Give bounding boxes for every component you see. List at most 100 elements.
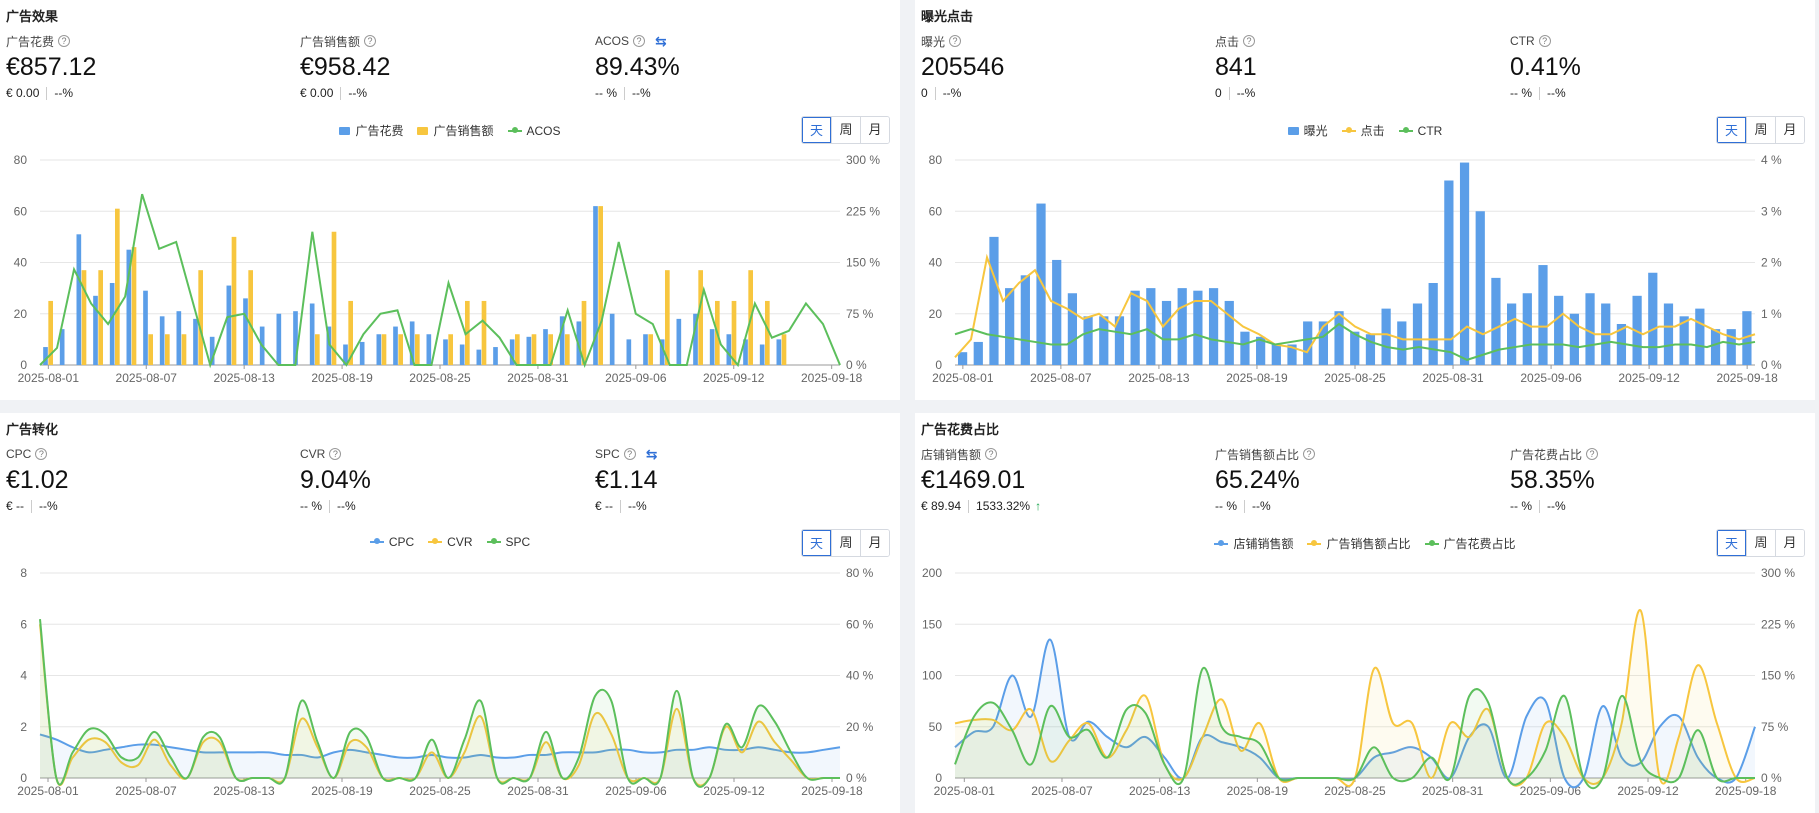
- help-icon[interactable]: ?: [949, 35, 962, 47]
- bar[interactable]: [1538, 265, 1548, 365]
- bar[interactable]: [626, 339, 632, 365]
- bar[interactable]: [1491, 277, 1501, 365]
- bar[interactable]: [393, 326, 398, 365]
- bar[interactable]: [1114, 316, 1125, 365]
- bar[interactable]: [1726, 329, 1736, 365]
- bar[interactable]: [231, 236, 237, 365]
- help-icon[interactable]: ?: [58, 35, 71, 47]
- bar[interactable]: [1428, 283, 1438, 365]
- bar[interactable]: [165, 334, 170, 365]
- legend-item[interactable]: CPC: [369, 535, 414, 549]
- bar[interactable]: [415, 334, 420, 365]
- bar[interactable]: [143, 290, 148, 365]
- bar[interactable]: [1381, 308, 1391, 365]
- bar[interactable]: [648, 334, 653, 365]
- bar[interactable]: [1052, 259, 1062, 365]
- bar[interactable]: [726, 334, 732, 365]
- legend-item[interactable]: 广告销售额占比: [1307, 535, 1411, 552]
- bar[interactable]: [1412, 303, 1423, 366]
- series-line[interactable]: [954, 609, 1756, 787]
- bar[interactable]: [159, 316, 165, 365]
- bar[interactable]: [1695, 308, 1705, 365]
- help-icon[interactable]: ?: [1538, 35, 1551, 47]
- granularity-day-button[interactable]: 天: [802, 530, 831, 556]
- bar[interactable]: [1161, 300, 1172, 365]
- bar[interactable]: [1177, 288, 1187, 365]
- bar[interactable]: [526, 336, 532, 365]
- bar[interactable]: [43, 347, 48, 365]
- bar[interactable]: [443, 339, 448, 365]
- granularity-week-button[interactable]: 周: [1746, 530, 1775, 556]
- bar[interactable]: [1507, 303, 1517, 366]
- bar[interactable]: [115, 208, 120, 365]
- bar[interactable]: [459, 344, 465, 366]
- help-icon[interactable]: ?: [623, 448, 636, 460]
- legend-item[interactable]: 点击: [1341, 122, 1385, 139]
- bar[interactable]: [176, 311, 182, 365]
- bar[interactable]: [957, 352, 968, 365]
- granularity-day-button[interactable]: 天: [1717, 117, 1746, 143]
- bar[interactable]: [743, 339, 748, 365]
- bar[interactable]: [276, 313, 282, 365]
- bar[interactable]: [1569, 313, 1579, 365]
- bar[interactable]: [776, 339, 782, 365]
- bar[interactable]: [81, 270, 87, 365]
- bar[interactable]: [481, 300, 487, 365]
- bar[interactable]: [48, 300, 53, 365]
- legend-item[interactable]: ACOS: [507, 122, 561, 139]
- bar[interactable]: [448, 334, 453, 365]
- bar[interactable]: [359, 341, 365, 365]
- swap-icon[interactable]: ⇆: [645, 445, 658, 462]
- bar[interactable]: [543, 329, 548, 365]
- bar[interactable]: [1350, 331, 1360, 365]
- bar[interactable]: [181, 334, 187, 365]
- bar[interactable]: [1287, 344, 1297, 366]
- bar[interactable]: [131, 247, 137, 365]
- granularity-month-button[interactable]: 月: [860, 117, 889, 143]
- bar[interactable]: [148, 334, 153, 365]
- bar[interactable]: [59, 329, 65, 365]
- bar[interactable]: [198, 270, 203, 365]
- series-line[interactable]: [39, 619, 840, 788]
- bar[interactable]: [326, 326, 332, 365]
- bar[interactable]: [1742, 311, 1752, 365]
- bar[interactable]: [226, 285, 232, 365]
- bar[interactable]: [509, 339, 515, 365]
- legend-item[interactable]: 曝光: [1287, 122, 1328, 139]
- bar[interactable]: [1005, 288, 1015, 365]
- bar[interactable]: [93, 295, 98, 365]
- bar[interactable]: [1099, 316, 1109, 365]
- bar[interactable]: [548, 334, 553, 365]
- bar[interactable]: [1208, 288, 1219, 365]
- bar[interactable]: [515, 334, 520, 365]
- bar[interactable]: [581, 300, 587, 365]
- bar[interactable]: [1271, 344, 1281, 366]
- bar[interactable]: [381, 334, 387, 365]
- bar[interactable]: [1256, 336, 1266, 365]
- bar[interactable]: [565, 334, 570, 365]
- bar[interactable]: [781, 334, 787, 365]
- bar[interactable]: [1710, 329, 1721, 365]
- bar[interactable]: [126, 249, 132, 365]
- legend-item[interactable]: 店铺销售额: [1214, 535, 1293, 552]
- bar[interactable]: [765, 300, 770, 365]
- granularity-week-button[interactable]: 周: [831, 117, 860, 143]
- bar[interactable]: [1130, 290, 1140, 365]
- bar[interactable]: [1475, 211, 1485, 365]
- help-icon[interactable]: ?: [1303, 448, 1316, 460]
- bar[interactable]: [343, 344, 348, 366]
- bar[interactable]: [1067, 293, 1078, 365]
- bar[interactable]: [609, 313, 615, 365]
- legend-item[interactable]: CTR: [1398, 122, 1442, 139]
- legend-item[interactable]: 广告花费: [339, 122, 403, 139]
- series-line[interactable]: [954, 322, 1756, 361]
- bar[interactable]: [1303, 321, 1313, 365]
- bar[interactable]: [1397, 321, 1407, 365]
- bar[interactable]: [698, 270, 703, 365]
- bar[interactable]: [209, 336, 215, 365]
- bar[interactable]: [493, 347, 498, 365]
- help-icon[interactable]: ?: [633, 35, 646, 47]
- help-icon[interactable]: ?: [364, 35, 377, 47]
- legend-item[interactable]: 广告销售额: [417, 122, 494, 139]
- bar[interactable]: [98, 270, 103, 365]
